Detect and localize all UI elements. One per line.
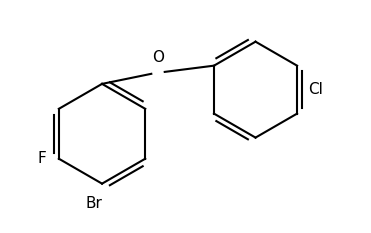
Text: Cl: Cl xyxy=(309,82,324,97)
Text: F: F xyxy=(37,151,46,166)
Text: O: O xyxy=(152,50,164,65)
Text: Br: Br xyxy=(86,196,103,211)
